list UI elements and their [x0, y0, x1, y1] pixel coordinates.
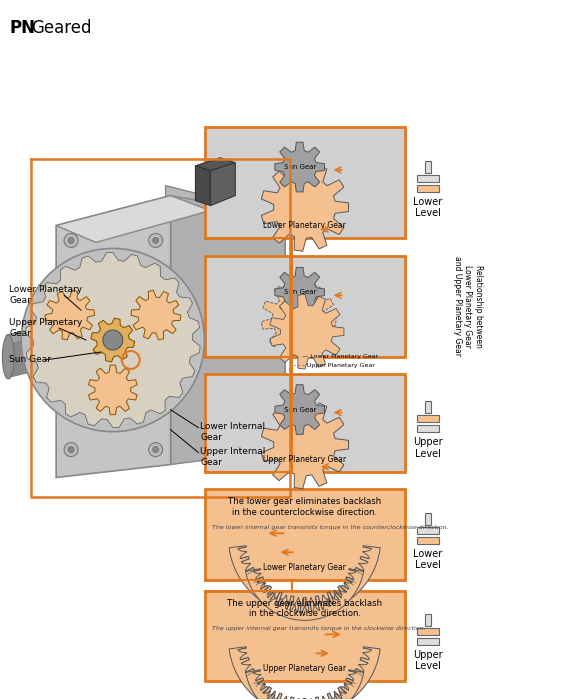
Circle shape: [64, 442, 78, 456]
Circle shape: [68, 237, 74, 244]
FancyBboxPatch shape: [205, 591, 405, 681]
Text: The upper gear eliminates backlash
in the clockwise direction.: The upper gear eliminates backlash in th…: [227, 598, 382, 618]
Circle shape: [68, 447, 74, 453]
Text: Upper
Level: Upper Level: [413, 438, 443, 458]
Polygon shape: [262, 281, 336, 356]
Text: Geared: Geared: [31, 20, 92, 37]
Polygon shape: [196, 166, 210, 206]
Text: Lower
Level: Lower Level: [413, 197, 442, 218]
Polygon shape: [270, 294, 344, 369]
Polygon shape: [196, 158, 235, 171]
Polygon shape: [229, 647, 380, 700]
Polygon shape: [246, 670, 363, 700]
Text: PN: PN: [9, 20, 35, 37]
Polygon shape: [275, 142, 324, 192]
Ellipse shape: [2, 335, 14, 379]
FancyBboxPatch shape: [417, 185, 439, 192]
Text: Lower Planetary
Gear: Lower Planetary Gear: [9, 285, 82, 305]
Polygon shape: [25, 253, 200, 428]
Circle shape: [21, 248, 204, 432]
FancyBboxPatch shape: [417, 527, 439, 534]
Circle shape: [103, 330, 123, 350]
FancyBboxPatch shape: [425, 614, 431, 626]
Circle shape: [152, 237, 159, 244]
FancyBboxPatch shape: [417, 175, 439, 182]
Polygon shape: [255, 216, 285, 465]
Text: Sun Gear: Sun Gear: [283, 164, 316, 170]
Text: Upper
Level: Upper Level: [413, 650, 443, 671]
Polygon shape: [45, 290, 95, 340]
FancyBboxPatch shape: [417, 415, 439, 422]
Polygon shape: [56, 195, 210, 242]
Text: Relationship between
Lower Planetary Gear
and Upper Planetary Gear: Relationship between Lower Planetary Gea…: [453, 256, 482, 356]
Polygon shape: [229, 546, 380, 615]
Polygon shape: [275, 385, 324, 435]
Polygon shape: [262, 400, 348, 489]
Text: Upper Planetary
Gear: Upper Planetary Gear: [9, 318, 83, 338]
Text: The lower internal gear transmits torque in the counterclockwise direction.: The lower internal gear transmits torque…: [213, 525, 449, 531]
Polygon shape: [6, 318, 81, 345]
Polygon shape: [56, 195, 171, 477]
FancyBboxPatch shape: [425, 513, 431, 525]
FancyBboxPatch shape: [417, 638, 439, 645]
Text: — Lower Planetary Gear: — Lower Planetary Gear: [302, 354, 378, 358]
FancyBboxPatch shape: [425, 401, 431, 413]
FancyBboxPatch shape: [417, 537, 439, 544]
Text: Upper Planetary Gear: Upper Planetary Gear: [263, 455, 346, 464]
FancyBboxPatch shape: [205, 374, 405, 472]
FancyBboxPatch shape: [417, 425, 439, 432]
Polygon shape: [246, 568, 363, 620]
FancyBboxPatch shape: [417, 628, 439, 635]
Text: Sun Gear: Sun Gear: [283, 407, 316, 412]
FancyBboxPatch shape: [425, 161, 431, 173]
Text: Upper Planetary Gear: Upper Planetary Gear: [263, 664, 346, 673]
Polygon shape: [89, 365, 137, 414]
Text: Sun Gear: Sun Gear: [9, 356, 51, 365]
Circle shape: [149, 234, 163, 247]
Polygon shape: [6, 328, 81, 378]
Circle shape: [64, 234, 78, 247]
Polygon shape: [166, 186, 285, 465]
Polygon shape: [171, 195, 285, 465]
Text: Upper Internal
Gear: Upper Internal Gear: [201, 447, 266, 467]
Polygon shape: [91, 318, 135, 362]
Circle shape: [149, 442, 163, 456]
Text: The lower gear eliminates backlash
in the counterclockwise direction.: The lower gear eliminates backlash in th…: [228, 498, 381, 517]
Text: - - - Upper Planetary Gear: - - - Upper Planetary Gear: [294, 363, 374, 368]
Polygon shape: [131, 290, 181, 340]
Circle shape: [152, 447, 159, 453]
FancyBboxPatch shape: [205, 489, 405, 580]
Text: Sun Gear: Sun Gear: [283, 289, 316, 295]
Text: Lower Planetary Gear: Lower Planetary Gear: [263, 221, 346, 230]
Polygon shape: [275, 267, 324, 317]
Text: Lower
Level: Lower Level: [413, 549, 442, 570]
Polygon shape: [210, 162, 235, 206]
Text: Lower Planetary Gear: Lower Planetary Gear: [263, 563, 346, 572]
FancyBboxPatch shape: [205, 256, 405, 357]
Text: The upper internal gear transmits torque in the clockwise direction.: The upper internal gear transmits torque…: [213, 626, 426, 631]
Polygon shape: [262, 163, 348, 251]
Text: Lower Internal
Gear: Lower Internal Gear: [201, 421, 266, 442]
FancyBboxPatch shape: [205, 127, 405, 239]
